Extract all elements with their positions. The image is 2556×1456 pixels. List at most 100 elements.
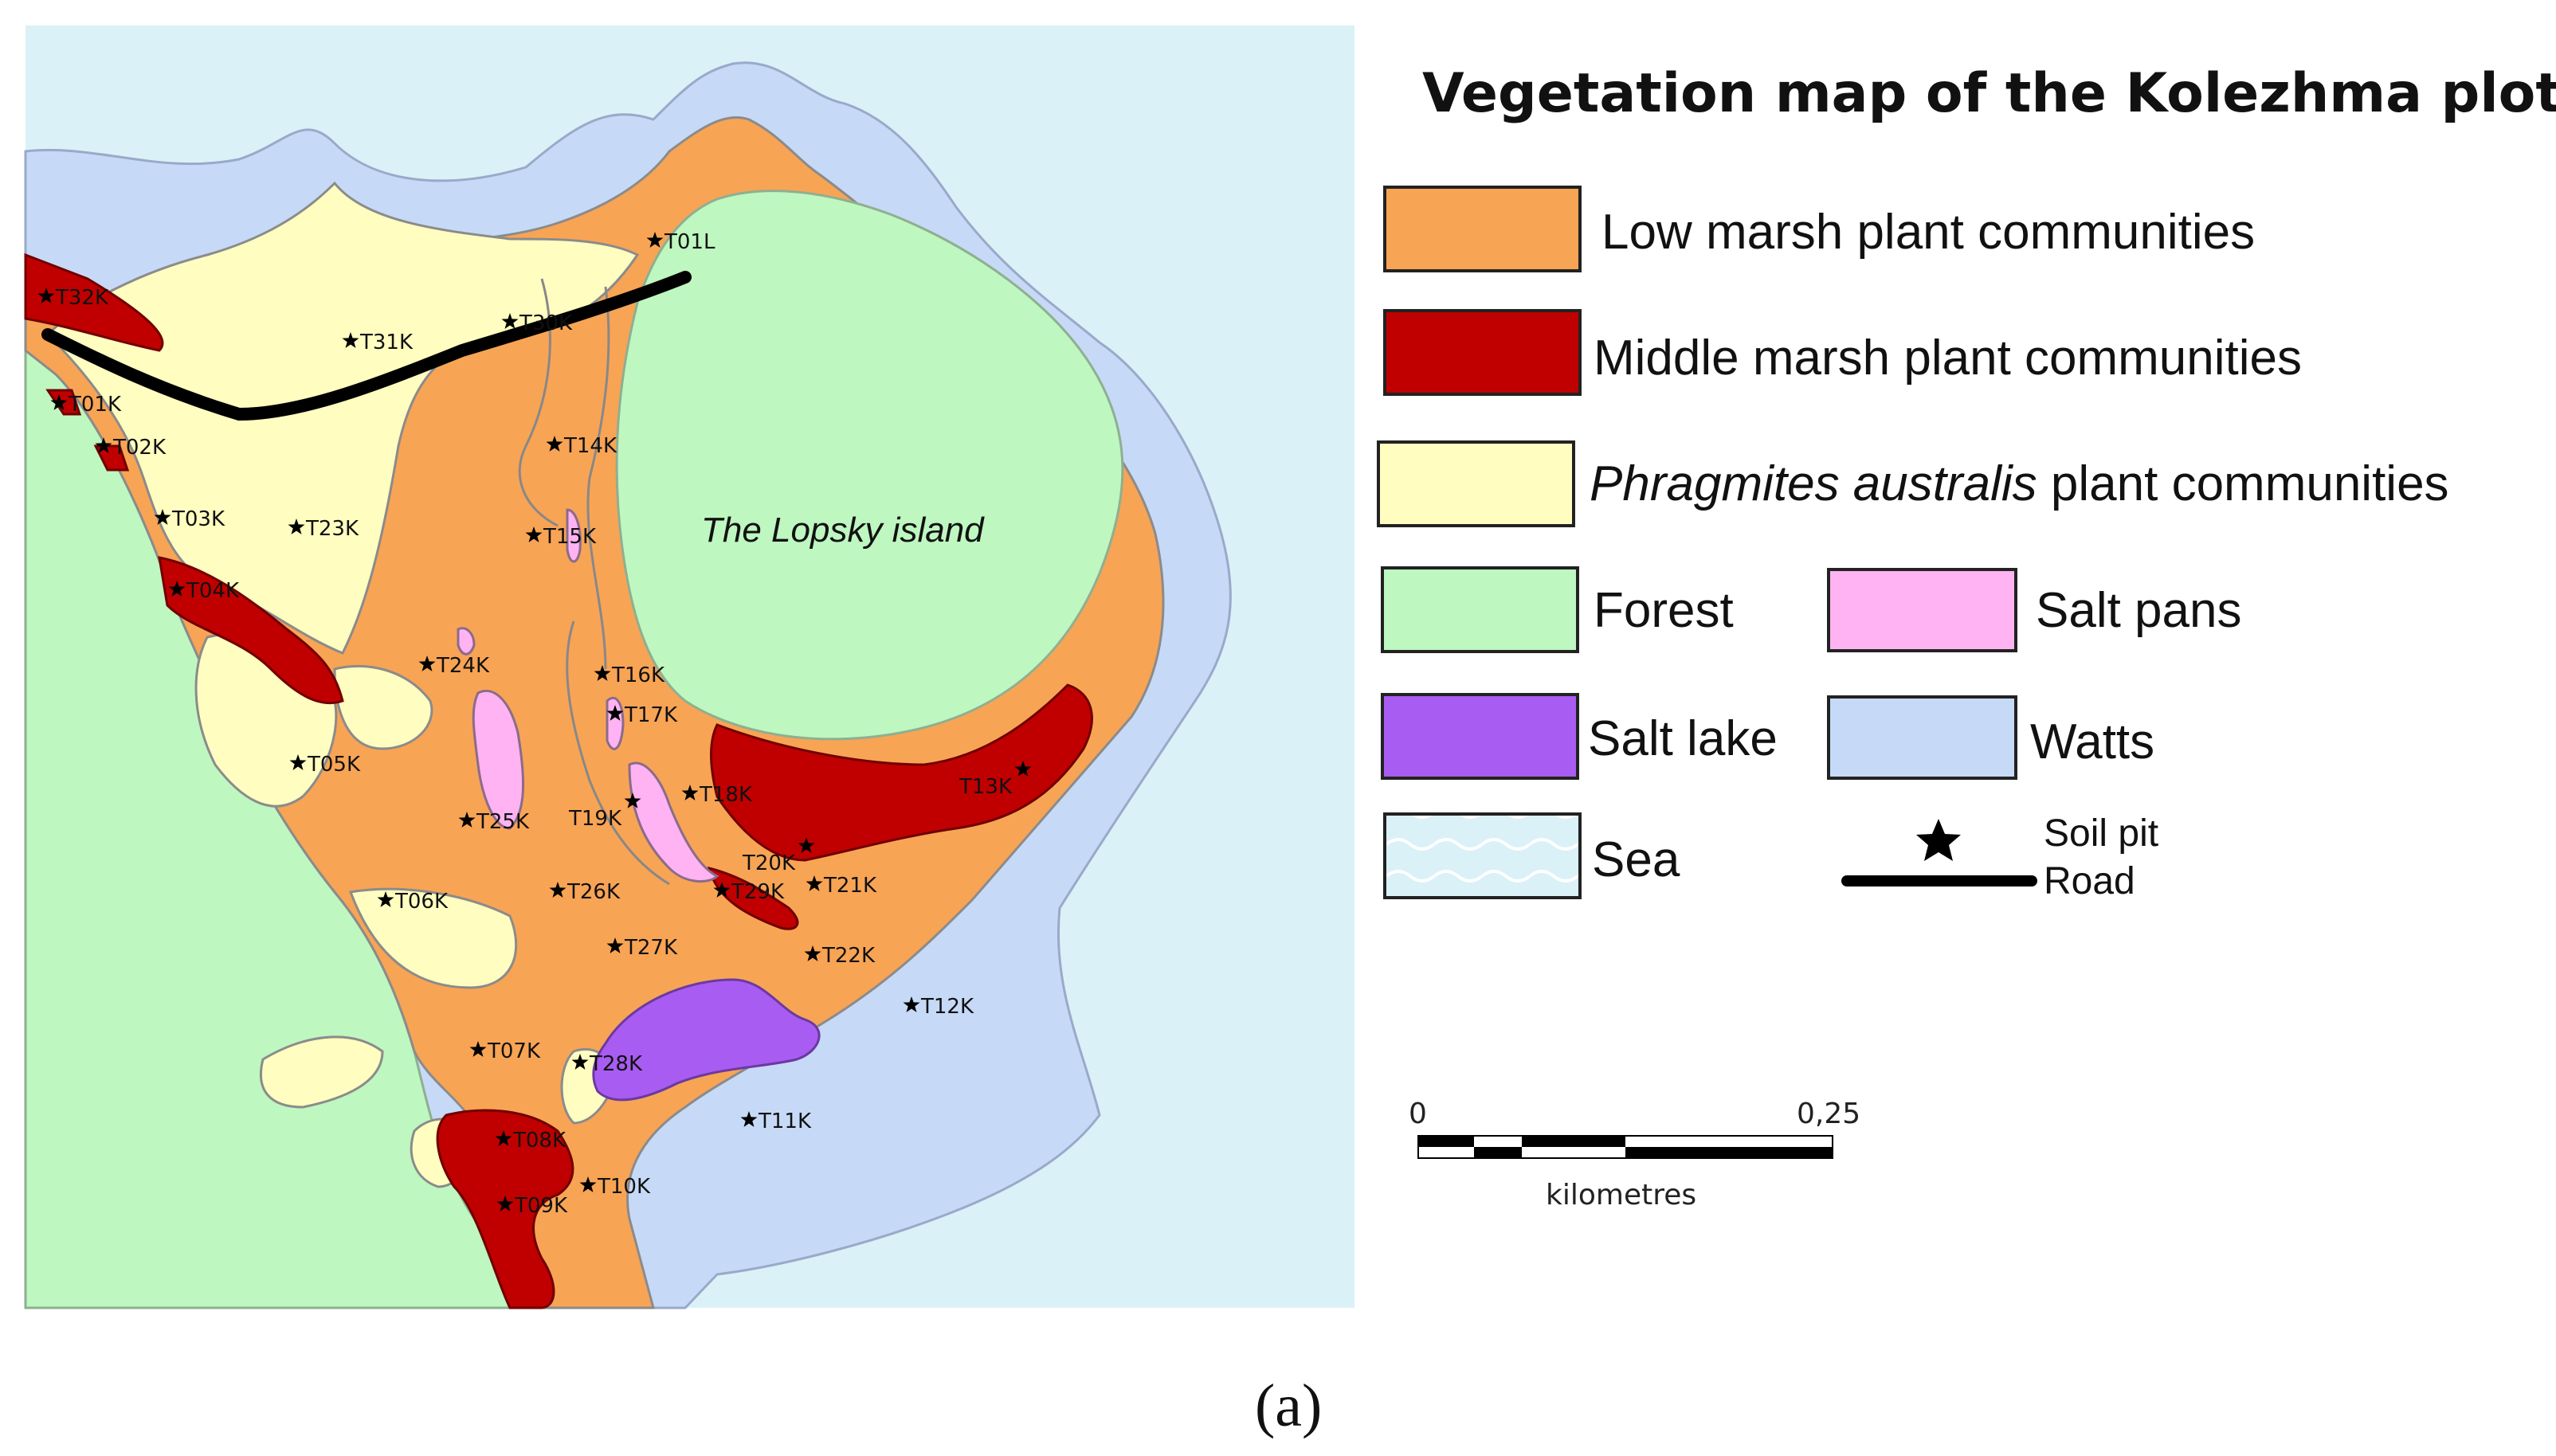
soil-pit-label: T10K bbox=[597, 1175, 651, 1199]
legend-swatch-forest bbox=[1381, 566, 1579, 653]
soil-pit-star-icon bbox=[681, 785, 699, 800]
legend-swatch-low-marsh bbox=[1383, 186, 1582, 272]
soil-pit-star-icon bbox=[377, 891, 394, 907]
soil-pit-label: T29K bbox=[731, 880, 785, 904]
soil-pit-star-icon bbox=[95, 437, 112, 453]
legend-label-middle-marsh: Middle marsh plant communities bbox=[1594, 331, 2302, 386]
soil-pit-label: T09K bbox=[514, 1194, 568, 1218]
soil-pit-star-icon bbox=[546, 436, 563, 452]
soil-pit-star-icon bbox=[458, 812, 476, 828]
island-label: The Lopsky island bbox=[701, 511, 985, 550]
figure-caption: (a) bbox=[1255, 1372, 1322, 1439]
soil-pit-label: T22K bbox=[821, 944, 876, 968]
soil-pit-label: T24K bbox=[436, 654, 490, 678]
soil-pit-star-icon bbox=[806, 875, 823, 891]
soil-pit-label: T11K bbox=[758, 1110, 812, 1133]
soil-pit-star-icon bbox=[1014, 761, 1032, 777]
legend-title: Vegetation map of the Kolezhma plot bbox=[1422, 62, 2556, 125]
scale-bar: 0 0,25 kilometres bbox=[1409, 1098, 1860, 1211]
soil-pit-star-icon bbox=[501, 313, 519, 329]
soil-pit-star-icon bbox=[289, 754, 307, 770]
legend-swatch-salt-lake bbox=[1381, 693, 1579, 780]
legend-swatch-salt-pans bbox=[1827, 568, 2017, 652]
soil-pit-star-icon bbox=[154, 509, 171, 525]
soil-pit-label: T12K bbox=[920, 995, 974, 1019]
soil-pit-label: T04K bbox=[186, 579, 240, 603]
soil-pit-label: T02K bbox=[112, 436, 167, 460]
legend-label-watts: Watts bbox=[2030, 714, 2154, 769]
soil-pit-star-icon bbox=[606, 937, 624, 953]
soil-pit-star-icon bbox=[579, 1176, 597, 1192]
forest-island bbox=[615, 190, 1124, 741]
soil-pit-label: T21K bbox=[823, 874, 877, 898]
soil-pit-star-icon bbox=[571, 1054, 589, 1070]
soil-pit-star-icon bbox=[418, 656, 436, 671]
legend-label-low-marsh: Low marsh plant communities bbox=[1601, 205, 2255, 260]
soil-pit-star-icon bbox=[713, 882, 731, 898]
soil-pit-label: T16K bbox=[611, 663, 665, 687]
soil-pit-star-icon bbox=[606, 705, 624, 721]
legend-label-salt-pans: Salt pans bbox=[2036, 583, 2242, 638]
soil-pit-star-icon bbox=[37, 288, 55, 303]
soil-pit-label: T19K bbox=[568, 807, 622, 831]
soil-pit-star-icon bbox=[798, 837, 815, 853]
soil-pit-label: T30K bbox=[519, 311, 573, 335]
soil-pit-label: T08K bbox=[512, 1129, 566, 1153]
scale-start-label: 0 bbox=[1409, 1098, 1427, 1130]
legend-label-sea: Sea bbox=[1592, 832, 1680, 887]
soil-pits: T01L T32K T31K T30K T01K T02K T14K T03K T23K T15K… bbox=[37, 230, 1032, 1218]
soil-pit-star-icon bbox=[525, 526, 543, 542]
soil-pit-star-icon bbox=[903, 996, 920, 1012]
soil-pit-star-icon bbox=[342, 332, 359, 348]
middle-marsh-areas bbox=[24, 252, 1093, 1309]
salt-lake-area bbox=[592, 978, 821, 1102]
legend-swatch-sea bbox=[1383, 812, 1582, 899]
road-line bbox=[41, 271, 692, 421]
map-area: T01L T32K T31K T30K T01K T02K T14K T03K T23K T15K… bbox=[24, 25, 1354, 1309]
scale-end-label: 0,25 bbox=[1797, 1098, 1860, 1130]
scale-unit-label: kilometres bbox=[1546, 1179, 1696, 1211]
soil-pit-star-icon bbox=[624, 793, 641, 808]
soil-pit-star-icon bbox=[469, 1041, 487, 1057]
soil-pit-label: T28K bbox=[589, 1052, 643, 1076]
soil-pit-star-icon bbox=[496, 1196, 514, 1211]
star-icon bbox=[1916, 819, 1961, 861]
soil-pit-star-icon bbox=[646, 232, 664, 248]
soil-pit-label: T15K bbox=[543, 525, 597, 549]
legend-label-salt-lake: Salt lake bbox=[1588, 711, 1778, 766]
legend-swatch-phragmites bbox=[1377, 440, 1575, 527]
soil-pit-label: T18K bbox=[699, 783, 753, 807]
soil-pit-label: T01L bbox=[664, 230, 715, 254]
soil-pit-label: T20K bbox=[742, 851, 796, 875]
soil-pit-star-icon bbox=[168, 581, 186, 597]
soil-pit-label: T01K bbox=[68, 393, 122, 417]
soil-pit-label: T25K bbox=[476, 810, 530, 834]
legend-label-road: Road bbox=[2044, 860, 2135, 902]
soil-pit-label: T14K bbox=[563, 434, 617, 458]
soil-pit-star-icon bbox=[288, 519, 305, 534]
soil-pit-label: T13K bbox=[958, 775, 1013, 799]
soil-pit-label: T07K bbox=[487, 1039, 541, 1063]
soil-pit-label: T03K bbox=[171, 507, 225, 531]
soil-pit-star-icon bbox=[549, 882, 566, 898]
salt-pans-areas bbox=[457, 508, 719, 883]
legend-swatch-middle-marsh bbox=[1383, 309, 1582, 396]
soil-pit-label: T17K bbox=[624, 703, 678, 727]
soil-pit-label: T06K bbox=[394, 890, 449, 914]
soil-pit-star-icon bbox=[594, 665, 611, 681]
soil-pit-star-icon bbox=[495, 1130, 512, 1146]
soil-pit-label: T31K bbox=[359, 331, 414, 354]
legend-swatch-watts bbox=[1827, 695, 2017, 780]
legend: Vegetation map of the Kolezhma plot Low … bbox=[1377, 62, 2556, 902]
soil-pit-label: T32K bbox=[55, 286, 109, 310]
soil-pit-label: T23K bbox=[305, 517, 359, 541]
legend-label-forest: Forest bbox=[1594, 583, 1734, 638]
soil-pit-label: T27K bbox=[624, 936, 678, 960]
legend-label-soil-pit: Soil pit bbox=[2044, 812, 2158, 855]
soil-pit-label: T05K bbox=[307, 753, 361, 777]
legend-label-phragmites: Phragmites australis plant communities bbox=[1590, 456, 2449, 511]
soil-pit-label: T26K bbox=[566, 880, 621, 904]
soil-pit-star-icon bbox=[740, 1111, 758, 1127]
soil-pit-star-icon bbox=[50, 394, 68, 410]
